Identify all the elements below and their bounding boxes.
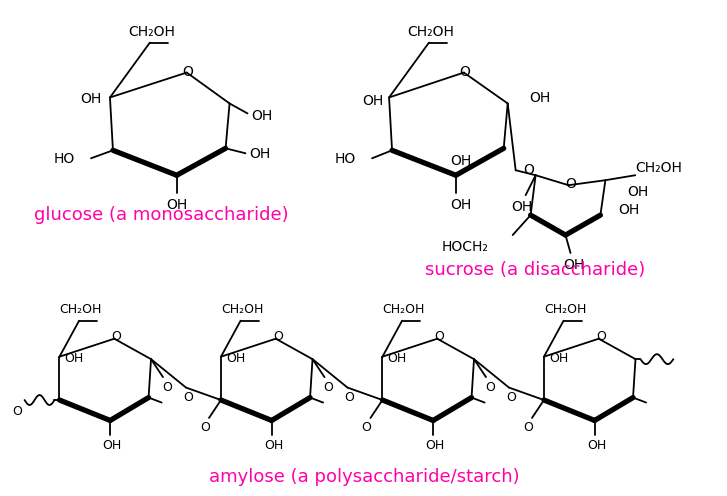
Text: OH: OH: [103, 439, 121, 452]
Text: CH₂OH: CH₂OH: [129, 25, 175, 39]
Text: OH: OH: [362, 94, 383, 109]
Text: O: O: [523, 163, 534, 177]
Text: O: O: [345, 391, 355, 404]
Text: OH: OH: [226, 352, 245, 365]
Text: O: O: [200, 422, 210, 434]
Text: O: O: [182, 64, 193, 78]
Text: O: O: [183, 391, 193, 404]
Text: OH: OH: [451, 154, 472, 168]
Text: OH: OH: [450, 198, 472, 212]
Text: O: O: [523, 422, 533, 434]
Text: OH: OH: [511, 200, 532, 214]
Text: amylose (a polysaccharide/starch): amylose (a polysaccharide/starch): [209, 468, 520, 486]
Text: OH: OH: [65, 352, 84, 365]
Text: O: O: [12, 406, 23, 419]
Text: OH: OH: [549, 352, 569, 365]
Text: CH₂OH: CH₂OH: [635, 161, 682, 175]
Text: OH: OH: [81, 92, 102, 107]
Text: O: O: [485, 380, 495, 393]
Text: O: O: [162, 380, 172, 393]
Text: OH: OH: [530, 91, 551, 106]
Text: HO: HO: [335, 152, 356, 166]
Text: OH: OH: [619, 203, 640, 217]
Text: OH: OH: [251, 110, 272, 124]
Text: O: O: [361, 422, 371, 434]
Text: OH: OH: [387, 352, 406, 365]
Text: CH₂OH: CH₂OH: [544, 303, 587, 316]
Text: OH: OH: [264, 439, 284, 452]
Text: CH₂OH: CH₂OH: [382, 303, 425, 316]
Text: O: O: [459, 64, 470, 78]
Text: O: O: [506, 391, 516, 404]
Text: sucrose (a disaccharide): sucrose (a disaccharide): [425, 261, 646, 279]
Text: O: O: [434, 330, 444, 343]
Text: OH: OH: [249, 147, 270, 161]
Text: glucose (a monosaccharide): glucose (a monosaccharide): [34, 206, 289, 224]
Text: O: O: [111, 330, 121, 343]
Text: OH: OH: [563, 258, 584, 272]
Text: O: O: [324, 380, 334, 393]
Text: CH₂OH: CH₂OH: [221, 303, 263, 316]
Text: OH: OH: [627, 185, 648, 199]
Text: OH: OH: [425, 439, 445, 452]
Text: O: O: [565, 177, 576, 191]
Text: O: O: [273, 330, 283, 343]
Text: CH₂OH: CH₂OH: [60, 303, 102, 316]
Text: O: O: [595, 330, 606, 343]
Text: OH: OH: [587, 439, 606, 452]
Text: HOCH₂: HOCH₂: [442, 240, 489, 254]
Text: HO: HO: [54, 152, 75, 166]
Text: CH₂OH: CH₂OH: [408, 25, 454, 39]
Text: OH: OH: [166, 198, 188, 212]
